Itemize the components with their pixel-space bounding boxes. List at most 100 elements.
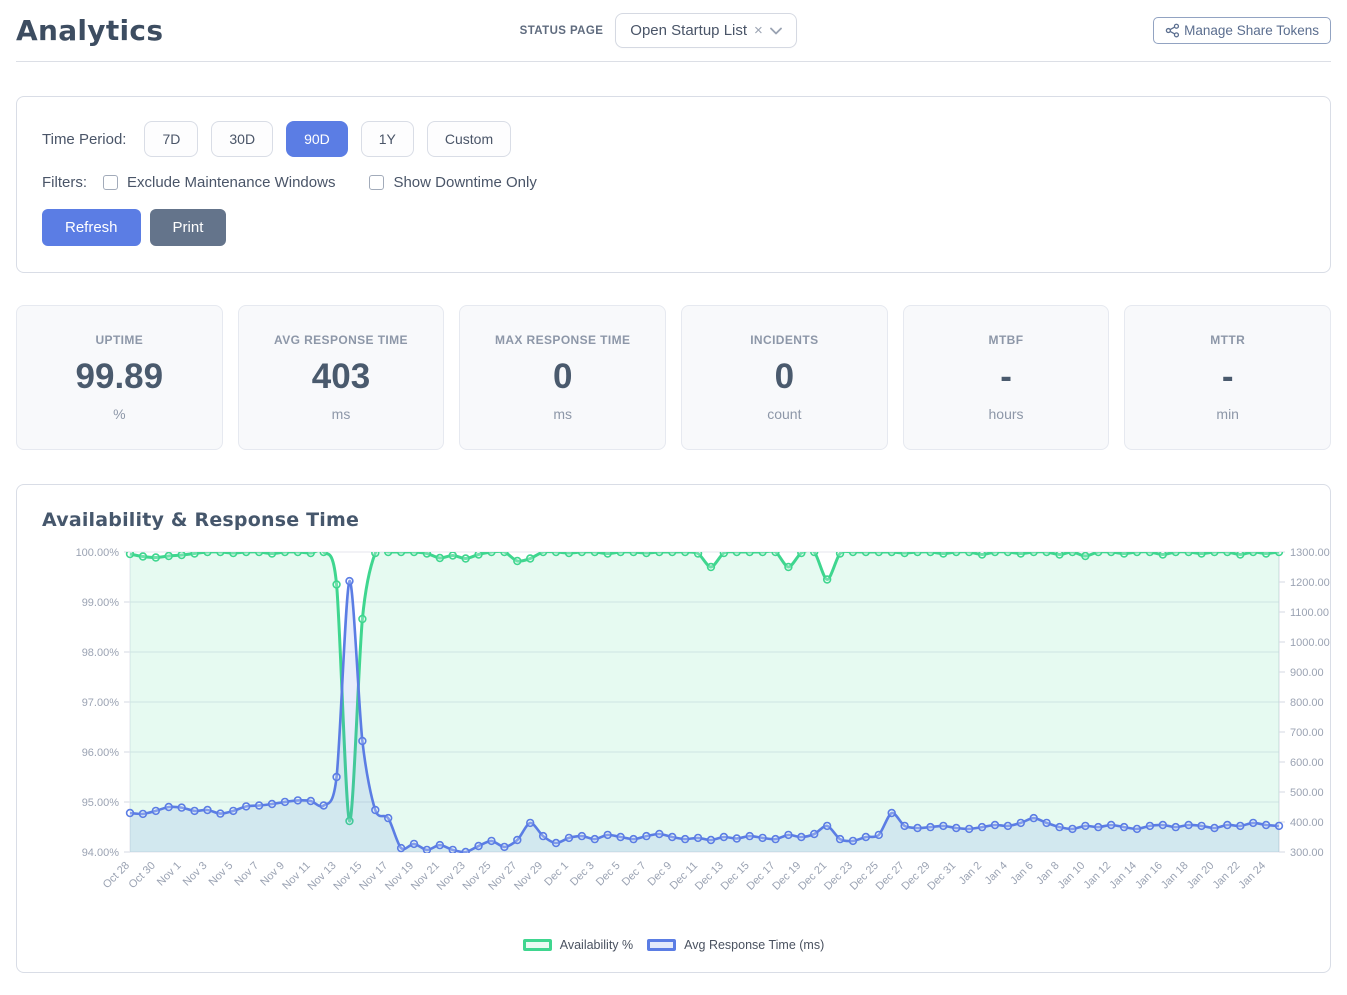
chart-legend: Availability % Avg Response Time (ms): [42, 938, 1305, 958]
chevron-down-icon[interactable]: [769, 27, 782, 35]
stat-card-incidents: INCIDENTS 0 count: [681, 305, 888, 450]
manage-share-tokens-button[interactable]: Manage Share Tokens: [1153, 17, 1331, 44]
svg-text:Dec 1: Dec 1: [542, 860, 571, 889]
svg-text:Dec 3: Dec 3: [568, 860, 597, 889]
checkbox-icon[interactable]: [103, 175, 118, 190]
status-page-selected-value: Open Startup List: [630, 22, 748, 39]
stat-value: 403: [311, 357, 371, 396]
svg-text:Dec 31: Dec 31: [925, 860, 958, 893]
svg-text:Dec 7: Dec 7: [620, 860, 649, 889]
svg-text:98.00%: 98.00%: [82, 647, 120, 659]
svg-text:700.00: 700.00: [1290, 727, 1324, 739]
analytics-page: Analytics STATUS PAGE Open Startup List …: [16, 0, 1332, 973]
svg-text:800.00: 800.00: [1290, 697, 1324, 709]
clear-selection-icon[interactable]: ×: [754, 22, 763, 39]
checkbox-icon[interactable]: [369, 175, 385, 190]
stat-label: MAX RESPONSE TIME: [494, 333, 631, 347]
svg-text:95.00%: 95.00%: [82, 797, 120, 809]
stat-unit: min: [1216, 406, 1239, 422]
chart-panel: Availability & Response Time 100.00% 99.0…: [16, 484, 1331, 973]
svg-text:97.00%: 97.00%: [82, 697, 120, 709]
stat-value: -: [1221, 357, 1234, 396]
time-period-label: Time Period:: [42, 130, 127, 148]
legend-item-response-time[interactable]: Avg Response Time (ms): [647, 938, 824, 952]
stat-unit: count: [767, 406, 802, 422]
response-time-swatch-icon: [647, 939, 677, 951]
svg-text:Jan 4: Jan 4: [982, 860, 1010, 888]
availability-swatch-icon: [522, 939, 552, 951]
legend-label: Avg Response Time (ms): [684, 938, 825, 952]
svg-text:Oct 30: Oct 30: [127, 860, 158, 891]
svg-text:Jan 6: Jan 6: [1008, 860, 1036, 888]
svg-text:Nov 3: Nov 3: [181, 860, 210, 889]
stat-unit: %: [113, 406, 126, 422]
legend-label: Availability %: [559, 938, 634, 952]
svg-text:1300.00: 1300.00: [1290, 547, 1330, 559]
time-period-row: Time Period: 7D 30D 90D 1Y Custom: [42, 121, 1305, 157]
print-button[interactable]: Print: [149, 209, 227, 246]
period-button-90d[interactable]: 90D: [286, 121, 348, 157]
stat-unit: ms: [331, 406, 351, 422]
stat-value: 0: [552, 357, 573, 396]
svg-text:Jan 16: Jan 16: [1133, 860, 1165, 892]
refresh-button[interactable]: Refresh: [42, 209, 141, 246]
status-page-picker: STATUS PAGE Open Startup List ×: [163, 13, 1153, 48]
svg-text:300.00: 300.00: [1290, 847, 1324, 859]
chart-title: Availability & Response Time: [42, 509, 360, 531]
stat-label: AVG RESPONSE TIME: [274, 333, 408, 347]
stat-card-mttr: MTTR - min: [1124, 305, 1332, 450]
svg-text:Nov 7: Nov 7: [232, 860, 261, 889]
stat-card-mtbf: MTBF - hours: [902, 305, 1110, 450]
period-button-custom[interactable]: Custom: [426, 121, 512, 157]
stat-label: UPTIME: [95, 333, 144, 347]
svg-text:400.00: 400.00: [1290, 817, 1324, 829]
chart-wrap: 100.00% 99.00% 98.00% 97.00% 96.00% 95.00% 94.…: [42, 539, 1330, 936]
svg-text:96.00%: 96.00%: [82, 747, 120, 759]
stat-unit: ms: [553, 406, 573, 422]
filter-panel: Time Period: 7D 30D 90D 1Y Custom Filter…: [16, 96, 1331, 273]
share-icon: [1165, 23, 1180, 38]
stat-value: 0: [774, 357, 795, 396]
stat-unit: hours: [988, 406, 1024, 422]
stat-value: 99.89: [75, 357, 164, 396]
show-downtime-label: Show Downtime Only: [393, 174, 537, 191]
actions-row: Refresh Print: [42, 209, 1305, 246]
svg-text:Jan 12: Jan 12: [1081, 860, 1113, 892]
status-page-label: STATUS PAGE: [519, 24, 604, 37]
svg-text:Dec 5: Dec 5: [594, 860, 623, 889]
stat-card-max-response: MAX RESPONSE TIME 0 ms: [459, 305, 667, 450]
filters-label: Filters:: [42, 174, 87, 191]
svg-text:Jan 18: Jan 18: [1159, 860, 1191, 892]
manage-share-tokens-label: Manage Share Tokens: [1184, 23, 1319, 38]
svg-text:99.00%: 99.00%: [82, 597, 120, 609]
exclude-maintenance-checkbox[interactable]: Exclude Maintenance Windows: [103, 174, 335, 191]
period-button-7d[interactable]: 7D: [144, 121, 199, 157]
svg-text:Nov 29: Nov 29: [512, 860, 545, 893]
svg-text:100.00%: 100.00%: [76, 547, 120, 559]
svg-text:1200.00: 1200.00: [1290, 577, 1330, 589]
svg-text:Jan 20: Jan 20: [1185, 860, 1217, 892]
stat-label: INCIDENTS: [750, 333, 819, 347]
availability-response-chart: 100.00% 99.00% 98.00% 97.00% 96.00% 95.00% 94.…: [76, 547, 1330, 893]
svg-text:Nov 1: Nov 1: [155, 860, 184, 889]
svg-text:94.00%: 94.00%: [82, 847, 120, 859]
show-downtime-checkbox[interactable]: Show Downtime Only: [369, 174, 537, 191]
status-page-select[interactable]: Open Startup List ×: [615, 13, 797, 48]
stat-label: MTTR: [1210, 333, 1246, 347]
svg-text:1000.00: 1000.00: [1290, 637, 1330, 649]
period-button-30d[interactable]: 30D: [211, 121, 274, 157]
period-button-1y[interactable]: 1Y: [360, 121, 414, 157]
svg-text:Jan 24: Jan 24: [1236, 860, 1268, 892]
stat-card-avg-response: AVG RESPONSE TIME 403 ms: [237, 305, 445, 450]
svg-text:Jan 14: Jan 14: [1107, 860, 1139, 892]
svg-text:600.00: 600.00: [1290, 757, 1324, 769]
legend-item-availability[interactable]: Availability %: [522, 938, 634, 952]
svg-text:Jan 10: Jan 10: [1056, 860, 1088, 892]
header: Analytics STATUS PAGE Open Startup List …: [16, 0, 1331, 62]
filters-row: Filters: Exclude Maintenance Windows Sho…: [42, 174, 1305, 191]
page-title: Analytics: [16, 14, 164, 47]
stats-row: UPTIME 99.89 % AVG RESPONSE TIME 403 ms …: [16, 305, 1332, 450]
exclude-maintenance-label: Exclude Maintenance Windows: [127, 174, 336, 191]
svg-text:Jan 2: Jan 2: [957, 860, 985, 888]
svg-text:1100.00: 1100.00: [1290, 607, 1329, 619]
